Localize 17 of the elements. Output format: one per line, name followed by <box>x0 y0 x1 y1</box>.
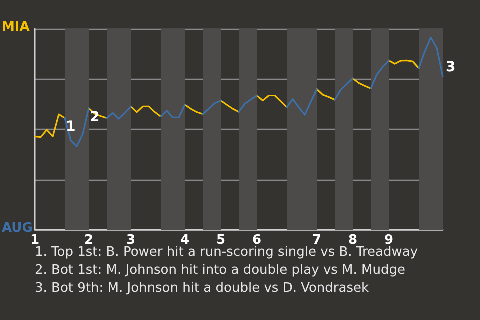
x-tick-label: 5 <box>216 233 226 248</box>
x-tick-label: 1 <box>30 233 40 248</box>
text: 2. Bot 1st: M. Johnson hit into a double play vs M. Mudge <box>35 263 406 278</box>
text: MIA <box>2 20 30 35</box>
x-tick-label: 3 <box>126 233 136 248</box>
annotation: 2 <box>90 109 100 126</box>
x-tick-label: 9 <box>384 233 394 248</box>
x-tick-label: 8 <box>348 233 358 248</box>
text: 1. Top 1st: B. Power hit a run-scoring single vs B. Treadway <box>35 245 418 260</box>
text: 3 <box>446 60 456 76</box>
x-tick-label: 7 <box>312 233 322 248</box>
x-tick-label: 6 <box>252 233 262 248</box>
annotation: 1 <box>66 119 76 136</box>
x-tick-label: 4 <box>180 233 190 248</box>
text: AUG <box>2 221 33 236</box>
text: 3. Bot 9th: M. Johnson hit a double vs D. Vondrasek <box>35 281 370 296</box>
x-tick-label: 2 <box>84 233 94 248</box>
